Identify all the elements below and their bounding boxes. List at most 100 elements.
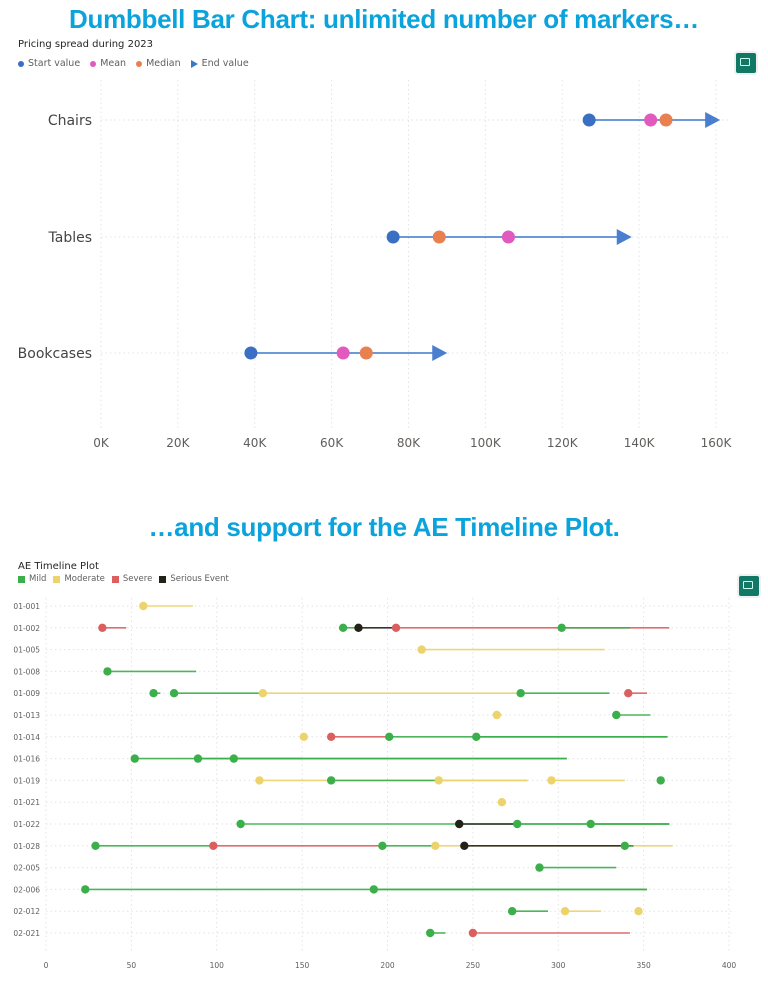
- event-start-marker: [299, 732, 309, 741]
- event-start-marker: [516, 689, 525, 698]
- start-value-marker: [244, 346, 258, 360]
- subject-label: 01-019: [13, 776, 40, 785]
- subject-label: 01-008: [13, 667, 40, 676]
- focus-mode-button[interactable]: [739, 576, 759, 596]
- event-start-marker: [378, 841, 387, 850]
- event-start-marker: [326, 732, 336, 741]
- legend-label: Severe: [122, 574, 153, 584]
- event-start-marker: [634, 907, 643, 916]
- subject-label: 02-005: [13, 864, 40, 873]
- subject-label: 01-016: [13, 755, 40, 764]
- legend-label: Start value: [28, 58, 81, 69]
- end-value-marker: [705, 112, 721, 128]
- legend-item-start[interactable]: Start value: [18, 58, 80, 69]
- event-start-marker: [391, 623, 401, 632]
- legend-item-severe[interactable]: Severe: [111, 574, 153, 584]
- legend-item-end[interactable]: End value: [190, 58, 249, 69]
- event-start-marker: [425, 928, 435, 938]
- legend-label: Serious Event: [170, 574, 229, 584]
- legend-label: Moderate: [64, 574, 105, 584]
- event-start-marker: [472, 732, 481, 741]
- event-start-marker: [455, 819, 464, 829]
- circle-icon: [18, 60, 24, 67]
- event-start-marker: [369, 885, 379, 894]
- event-start-marker: [468, 928, 478, 938]
- median-marker: [359, 346, 373, 360]
- legend-label: Mean: [100, 58, 127, 69]
- event-start-marker: [586, 819, 595, 829]
- event-start-marker: [139, 601, 148, 611]
- circle-icon: [136, 60, 143, 67]
- subject-label: 01-002: [13, 624, 40, 633]
- category-label: Tables: [48, 230, 93, 246]
- event-start-marker: [620, 841, 630, 850]
- event-start-marker: [236, 819, 245, 829]
- x-tick-label: 300: [551, 961, 566, 970]
- x-tick-label: 400: [722, 961, 737, 970]
- square-icon: [159, 575, 167, 583]
- event-start-marker: [431, 841, 440, 850]
- x-tick-label: 120K: [547, 436, 579, 450]
- mean-marker: [501, 230, 515, 244]
- event-start-marker: [255, 776, 264, 785]
- event-start-marker: [656, 776, 665, 785]
- event-start-marker: [417, 645, 426, 654]
- x-tick-label: 40K: [243, 436, 267, 450]
- circle-icon: [90, 60, 97, 67]
- subject-label: 01-013: [13, 711, 40, 720]
- legend-label: Mild: [29, 574, 47, 584]
- legend-item-serious[interactable]: Serious Event: [159, 574, 229, 584]
- x-tick-label: 350: [636, 961, 651, 970]
- event-start-marker: [193, 754, 203, 763]
- square-icon: [53, 575, 61, 583]
- legend-item-median[interactable]: Median: [136, 58, 181, 69]
- mean-marker: [644, 113, 658, 127]
- subject-label: 01-001: [13, 602, 40, 611]
- x-tick-label: 200: [380, 961, 395, 970]
- x-tick-label: 0K: [93, 436, 110, 450]
- event-start-marker: [338, 623, 348, 632]
- x-tick-label: 140K: [624, 436, 656, 450]
- event-start-marker: [149, 689, 158, 698]
- subject-label: 02-006: [13, 885, 40, 894]
- event-start-marker: [460, 841, 469, 850]
- event-start-marker: [624, 689, 633, 698]
- event-start-marker: [130, 754, 139, 763]
- subject-label: 01-022: [13, 820, 40, 829]
- x-tick-label: 50: [127, 961, 137, 970]
- subject-label: 02-021: [13, 929, 40, 938]
- event-start-marker: [513, 819, 522, 829]
- subject-label: 01-005: [13, 646, 40, 655]
- subject-label: 01-028: [13, 842, 40, 851]
- event-start-marker: [354, 623, 363, 632]
- event-start-marker: [229, 754, 239, 763]
- event-start-marker: [103, 667, 112, 676]
- square-icon: [18, 575, 25, 583]
- event-start-marker: [385, 732, 394, 741]
- start-value-marker: [386, 230, 400, 244]
- ae-chart-title: AE Timeline Plot: [18, 561, 99, 572]
- subject-label: 01-009: [13, 689, 40, 698]
- category-label: Bookcases: [18, 346, 92, 362]
- legend-item-mean[interactable]: Mean: [90, 58, 126, 69]
- event-start-marker: [258, 689, 268, 698]
- focus-mode-button[interactable]: [736, 53, 756, 73]
- event-start-marker: [326, 776, 336, 785]
- x-tick-label: 60K: [320, 436, 344, 450]
- legend-label: Median: [146, 58, 181, 69]
- median-marker: [659, 113, 673, 127]
- event-start-marker: [535, 863, 544, 872]
- legend-item-moderate[interactable]: Moderate: [53, 574, 105, 584]
- legend-item-mild[interactable]: Mild: [18, 574, 46, 584]
- x-tick-label: 160K: [701, 436, 733, 450]
- legend-label: End value: [201, 58, 249, 69]
- event-start-marker: [169, 689, 179, 698]
- event-start-marker: [507, 907, 517, 916]
- dumbbell-legend: Start value Mean Median End value: [18, 58, 249, 69]
- event-start-marker: [547, 776, 556, 785]
- square-icon: [111, 575, 119, 583]
- event-start-marker: [98, 623, 107, 632]
- event-start-marker: [612, 710, 621, 720]
- event-start-marker: [91, 841, 100, 850]
